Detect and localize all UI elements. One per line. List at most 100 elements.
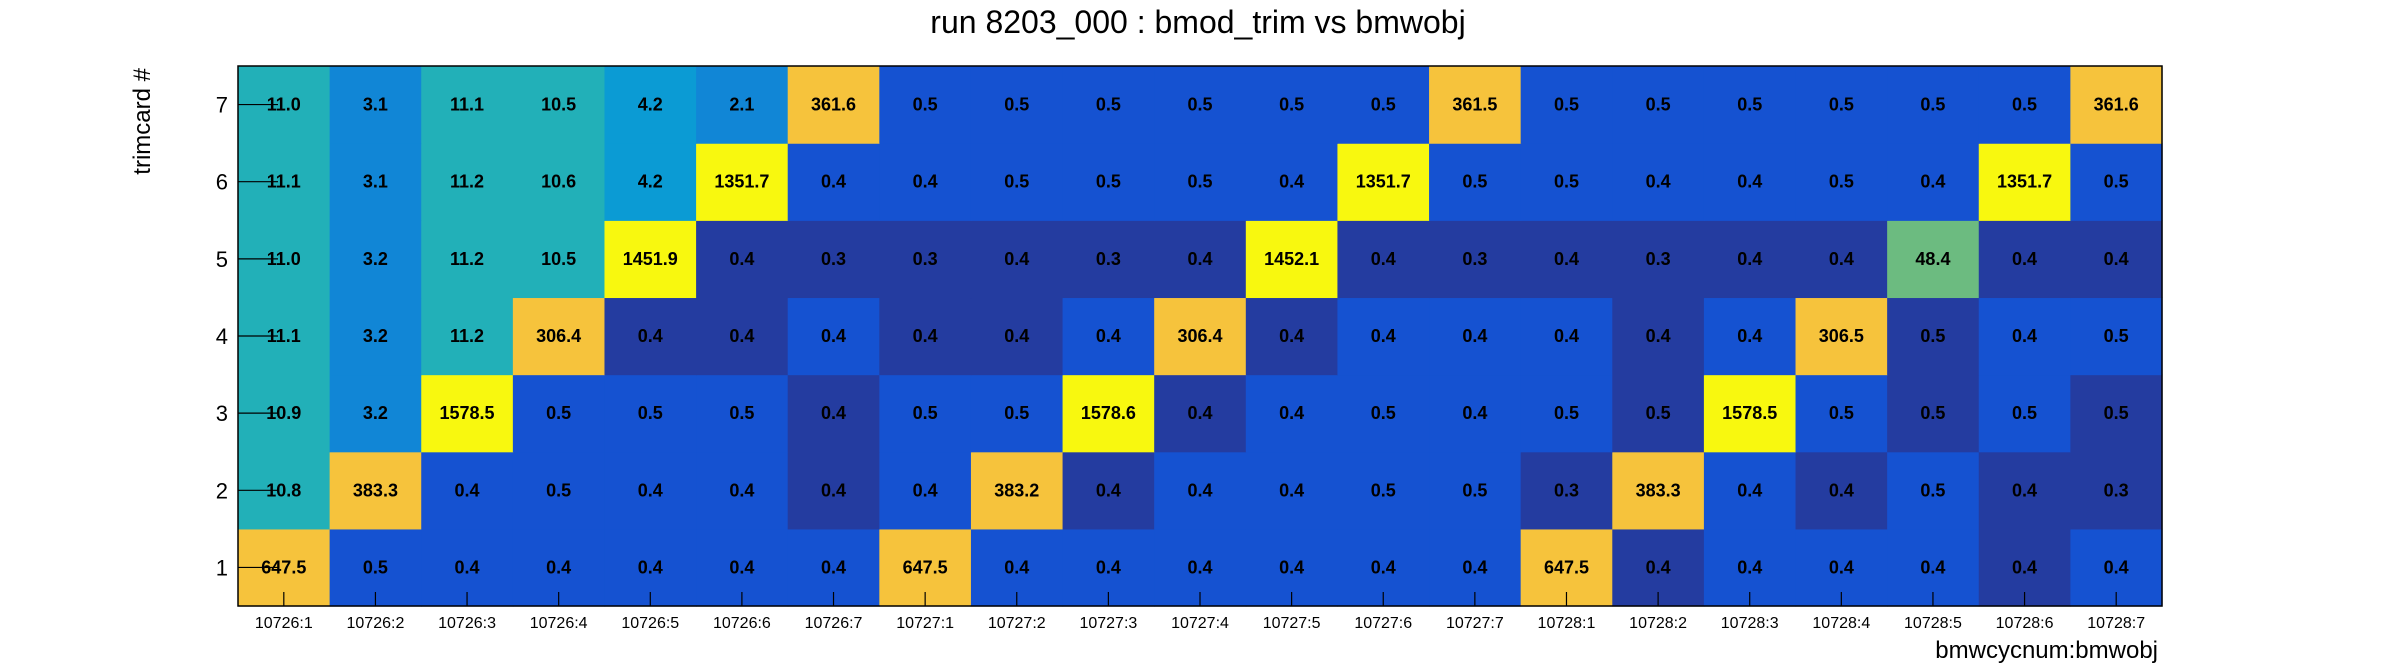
heatmap-cell (696, 66, 789, 144)
heatmap-cell (1612, 143, 1705, 221)
heatmap-cell (1612, 66, 1705, 144)
heatmap-cell (1887, 297, 1980, 376)
heatmap-cell (2070, 66, 2163, 144)
x-tick-label: 10728:4 (1812, 615, 1870, 632)
x-tick-label: 10726:5 (621, 615, 679, 632)
heatmap-cell (1520, 143, 1613, 221)
heatmap-cell (1154, 143, 1247, 221)
cell-value-label: 0.3 (1462, 249, 1487, 269)
cell-value-label: 0.4 (729, 557, 754, 577)
chart-title: run 8203_000 : bmod_trim vs bmwobj (930, 4, 1465, 40)
x-tick-label: 10726:2 (347, 615, 405, 632)
heatmap-cell (1612, 297, 1705, 376)
cell-value-label: 0.5 (638, 403, 663, 423)
heatmap-cell (512, 143, 606, 221)
cell-value-label: 1578.5 (1722, 403, 1777, 423)
heatmap-cell (970, 66, 1064, 144)
heatmap-cell (2070, 374, 2163, 453)
heatmap-cell (787, 66, 880, 144)
heatmap-cell (329, 220, 422, 299)
heatmap-cell (879, 220, 972, 299)
cell-value-label: 11.2 (450, 249, 484, 269)
cell-value-label: 0.4 (1096, 326, 1121, 346)
cell-value-label: 11.0 (267, 95, 301, 115)
heatmap-cell (604, 451, 697, 530)
heatmap-cell (421, 297, 514, 376)
heatmap-cell (1520, 297, 1613, 376)
x-tick-label: 10728:3 (1721, 615, 1779, 632)
cell-value-label: 0.4 (1646, 326, 1671, 346)
cell-value-label: 0.5 (1187, 95, 1212, 115)
x-tick-label: 10726:1 (255, 615, 313, 632)
cell-value-label: 0.4 (1829, 249, 1854, 269)
heatmap-cell (1795, 297, 1888, 376)
cell-value-label: 0.4 (913, 172, 938, 192)
cell-value-label: 0.4 (1096, 557, 1121, 577)
heatmap-cell (604, 143, 697, 221)
cell-value-label: 0.4 (1462, 326, 1487, 346)
y-tick-label: 3 (216, 401, 228, 426)
cell-value-label: 11.1 (267, 172, 301, 192)
cell-value-label: 11.1 (450, 95, 484, 115)
heatmap-cell (787, 374, 880, 453)
heatmap-cell (2070, 143, 2163, 221)
heatmap-cell (1062, 220, 1155, 299)
cell-value-label: 11.2 (450, 326, 484, 346)
cell-value-label: 0.4 (455, 480, 480, 500)
heatmap-cell (1337, 66, 1430, 144)
cell-value-label: 0.5 (363, 557, 388, 577)
cell-value-label: 1351.7 (714, 172, 769, 192)
heatmap-cell (1245, 297, 1339, 376)
cell-value-label: 48.4 (1915, 249, 1950, 269)
cell-value-label: 0.5 (2012, 95, 2037, 115)
x-tick-label: 10728:1 (1538, 615, 1596, 632)
cell-value-label: 0.5 (546, 480, 571, 500)
heatmap-cell (1154, 297, 1247, 376)
cell-value-label: 0.4 (1279, 557, 1304, 577)
y-tick-label: 4 (216, 324, 228, 349)
heatmap-cell (512, 220, 606, 299)
heatmap-cell (1245, 143, 1339, 221)
cell-value-label: 0.3 (821, 249, 846, 269)
x-tick-label: 10726:7 (805, 615, 863, 632)
cell-value-label: 0.5 (1004, 172, 1029, 192)
cell-value-label: 0.4 (1187, 249, 1212, 269)
cell-value-label: 0.5 (1829, 403, 1854, 423)
cell-value-label: 0.5 (729, 403, 754, 423)
cell-value-label: 0.5 (1829, 95, 1854, 115)
heatmap-cell (329, 374, 422, 453)
heatmap-cell (879, 66, 972, 144)
cell-value-label: 10.6 (541, 172, 576, 192)
cell-value-label: 0.5 (1920, 326, 1945, 346)
cell-value-label: 0.4 (1829, 480, 1854, 500)
heatmap-cell (1062, 66, 1155, 144)
heatmap-cell (512, 374, 606, 453)
heatmap-cell (787, 220, 880, 299)
cell-value-label: 1452.1 (1264, 249, 1319, 269)
cell-value-label: 0.4 (1920, 557, 1945, 577)
cell-value-label: 2.1 (729, 95, 754, 115)
cell-value-label: 0.5 (1096, 95, 1121, 115)
heatmap-cell (1062, 143, 1155, 221)
heatmap-cell (329, 297, 422, 376)
x-tick-label: 10727:7 (1446, 615, 1504, 632)
heatmap-cell (1978, 220, 2071, 299)
cell-value-label: 0.5 (1279, 95, 1304, 115)
cell-value-label: 0.4 (2012, 480, 2037, 500)
heatmap-cell (604, 66, 697, 144)
heatmap-cell (329, 451, 422, 530)
cell-value-label: 0.4 (1096, 480, 1121, 500)
cell-value-label: 0.3 (2104, 480, 2129, 500)
y-tick-label: 1 (216, 555, 228, 580)
x-axis-ticks: 10726:1 10726:2 10726:3 10726:4 10726:5 10726… (255, 592, 2145, 632)
heatmap-cell (1429, 297, 1522, 376)
heatmap-cell-labels: 647.5 0.5 0.4 0.4 0.4 0.4 0.4 647.5 0.4 0.4 0.4 0.4… (261, 95, 2138, 578)
heatmap-cell (1429, 66, 1522, 144)
cell-value-label: 0.4 (546, 557, 571, 577)
cell-value-label: 1578.5 (440, 403, 495, 423)
heatmap-cell (1062, 374, 1155, 453)
cell-value-label: 3.2 (363, 403, 388, 423)
x-tick-label: 10726:3 (438, 615, 496, 632)
cell-value-label: 0.4 (1462, 403, 1487, 423)
heatmap-cell (1703, 220, 1797, 299)
